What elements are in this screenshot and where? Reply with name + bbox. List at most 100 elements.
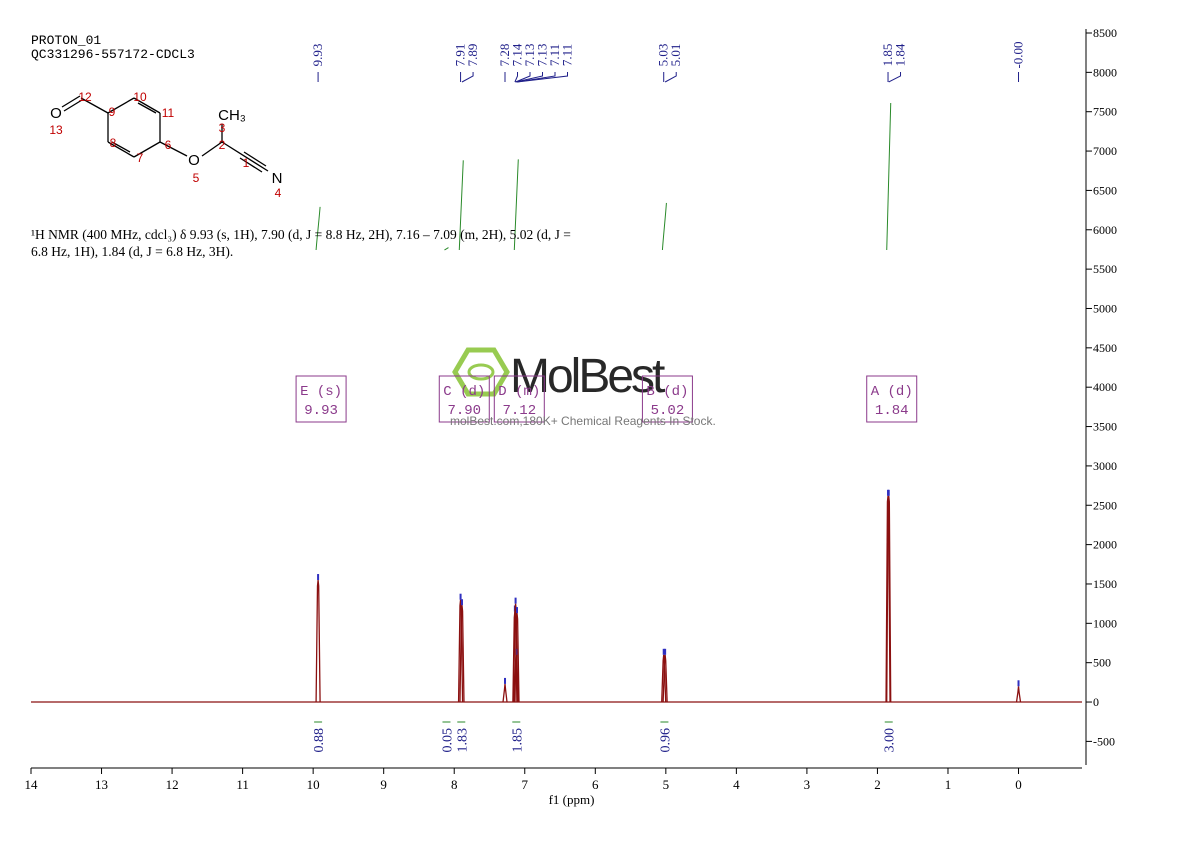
peak-tip — [664, 648, 667, 655]
y-tick-label: 2500 — [1093, 498, 1117, 512]
multiplet-shift: 1.84 — [875, 403, 909, 419]
x-tick-label: 13 — [95, 777, 108, 792]
peak-pick-line — [515, 72, 544, 83]
peak-pick-label: 7.11 — [560, 44, 575, 66]
multiplet-label: D (m) — [498, 384, 540, 400]
peak — [315, 579, 321, 703]
integral-curve — [513, 159, 519, 251]
y-tick-label: 6500 — [1093, 183, 1117, 197]
multiplet-shift: 5.02 — [651, 403, 685, 419]
peak-pick-label: 7.13 — [535, 44, 550, 67]
multiplet-label: C (d) — [443, 384, 485, 400]
multiplet-shift: 9.93 — [304, 403, 338, 419]
y-tick-label: 7500 — [1093, 105, 1117, 119]
peak-tip — [317, 574, 320, 581]
peak-pick-line — [516, 72, 569, 83]
y-tick-label: 1000 — [1093, 616, 1117, 630]
peak — [1015, 686, 1022, 703]
peak — [885, 495, 891, 703]
peak-pick-label: 1.84 — [893, 43, 908, 66]
atom-number: 13 — [49, 123, 63, 137]
multiplet-shift: 7.90 — [447, 403, 481, 419]
y-tick-label: 7000 — [1093, 144, 1117, 158]
multiplet-box — [438, 375, 490, 423]
atom-label: N — [272, 170, 283, 187]
peak-pick-line — [515, 72, 531, 83]
integral-label: 0.96 — [658, 728, 673, 753]
x-tick-label: 3 — [804, 777, 811, 792]
x-tick-label: 10 — [307, 777, 320, 792]
y-tick-label: 500 — [1093, 656, 1111, 670]
x-tick-label: 0 — [1015, 777, 1022, 792]
atom-number: 9 — [109, 105, 116, 119]
peak-pick-label: 1.85 — [880, 44, 895, 67]
y-tick-label: 5500 — [1093, 262, 1117, 276]
peak — [886, 495, 892, 703]
atom-number: 8 — [110, 136, 117, 150]
y-tick-label: 4500 — [1093, 341, 1117, 355]
peak-tip — [459, 593, 462, 600]
peak-pick-label: 7.14 — [510, 43, 525, 66]
atom-label: O — [188, 152, 200, 169]
atom-label: CH₃ — [218, 107, 246, 124]
x-tick-label: 6 — [592, 777, 599, 792]
molecule — [61, 95, 269, 173]
atom-number: 2 — [219, 138, 226, 152]
integral-label: 3.00 — [883, 728, 898, 753]
atom-number: 5 — [193, 171, 200, 185]
peak-pick-label: 7.28 — [497, 44, 512, 67]
x-tick-label: 12 — [166, 777, 179, 792]
x-tick-label: 5 — [663, 777, 670, 792]
x-tick-label: 1 — [945, 777, 952, 792]
integral-curve — [661, 202, 667, 251]
peak-pick-label: 5.01 — [668, 44, 683, 67]
y-tick-label: 8500 — [1093, 26, 1117, 40]
peak-pick-label: 7.13 — [522, 44, 537, 67]
x-tick-label: 7 — [522, 777, 529, 792]
watermark-tagline: molBest.com,180K+ Chemical Reagents In S… — [450, 414, 716, 428]
integral-label: 1.83 — [455, 728, 470, 753]
x-tick-label: 4 — [733, 777, 740, 792]
peak-tip — [504, 677, 507, 684]
peak-pick-label: 7.11 — [547, 44, 562, 66]
atom-number: 11 — [162, 106, 175, 120]
x-axis-label: f1 (ppm) — [549, 792, 595, 807]
integral-label: 0.88 — [312, 728, 327, 753]
integral-label: 1.85 — [510, 728, 525, 753]
multiplet-box — [641, 375, 693, 423]
y-tick-label: 0 — [1093, 695, 1099, 709]
multiplet-box — [866, 375, 918, 423]
integral-curve — [444, 247, 449, 251]
multiplet-box — [295, 375, 347, 423]
peak-tip — [1017, 680, 1020, 687]
peak-pick-label: 5.03 — [656, 44, 671, 67]
atom-number: 3 — [219, 121, 226, 135]
peak-pick-line — [461, 72, 474, 83]
integral-curve — [458, 160, 464, 251]
y-tick-label: 5000 — [1093, 301, 1117, 315]
atom-number: 12 — [78, 90, 92, 104]
atom-label: O — [50, 105, 62, 122]
peak-tip — [887, 489, 890, 496]
multiplet-label: B (d) — [646, 384, 688, 400]
y-tick-label: 6000 — [1093, 223, 1117, 237]
y-tick-label: 2000 — [1093, 538, 1117, 552]
peak-pick-label: 7.91 — [453, 44, 468, 67]
peak-pick-label: 9.93 — [310, 44, 325, 67]
peak-pick-line — [664, 72, 677, 83]
atom-number: 6 — [165, 138, 172, 152]
multiplet-label: A (d) — [871, 384, 913, 400]
peak-pick-label: -0.00 — [1011, 41, 1026, 68]
atom-number: 4 — [275, 186, 282, 200]
x-tick-label: 8 — [451, 777, 458, 792]
nmr-description: ¹H NMR (400 MHz, cdcl₃) δ 9.93 (s, 1H), … — [31, 227, 571, 259]
x-tick-label: 11 — [236, 777, 249, 792]
peak-pick-label: 7.89 — [465, 44, 480, 67]
x-tick-label: 9 — [380, 777, 387, 792]
multiplet-shift: 7.12 — [502, 403, 536, 419]
y-tick-label: 1500 — [1093, 577, 1117, 591]
integral-curve — [886, 102, 892, 251]
integral-label: 0.05 — [440, 728, 455, 753]
